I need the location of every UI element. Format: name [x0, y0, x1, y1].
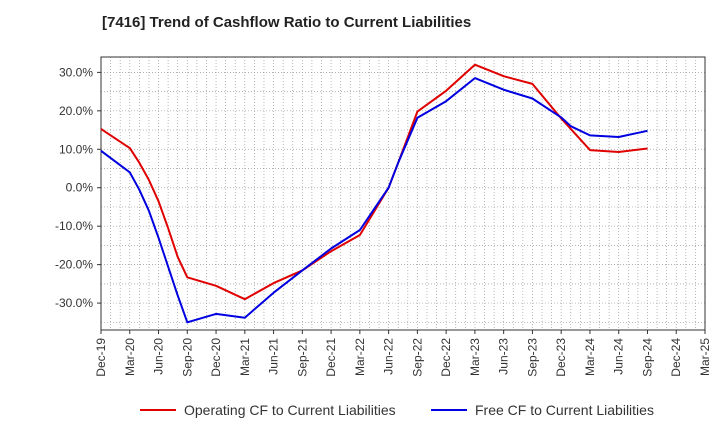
legend-item-operating-cf: Operating CF to Current Liabilities — [140, 402, 396, 418]
x-tick-label: Jun-21 — [267, 338, 281, 375]
x-tick-label: Dec-22 — [439, 338, 453, 377]
legend-label-free-cf: Free CF to Current Liabilities — [475, 402, 654, 418]
chart-title: [7416] Trend of Cashflow Ratio to Curren… — [102, 14, 472, 31]
x-tick-label: Jun-22 — [382, 338, 396, 375]
x-tick-label: Sep-22 — [410, 338, 424, 377]
x-tick-label: Sep-24 — [640, 338, 654, 377]
legend-label-operating-cf: Operating CF to Current Liabilities — [184, 402, 396, 418]
x-tick-label: Jun-23 — [497, 338, 511, 375]
x-tick-label: Dec-20 — [209, 338, 223, 377]
x-tick-label: Dec-19 — [94, 338, 108, 377]
x-tick-label: Mar-20 — [123, 338, 137, 376]
x-tick-label: Dec-21 — [324, 338, 338, 377]
series-line-free-cf — [100, 77, 648, 324]
x-tick-label: Sep-20 — [180, 338, 194, 377]
x-tick-label: Mar-25 — [698, 338, 712, 376]
series-line-operating-cf — [100, 63, 648, 301]
plot-frame — [100, 56, 706, 331]
x-tick-label: Dec-23 — [554, 338, 568, 377]
x-tick-label: Jun-20 — [152, 338, 166, 375]
y-tick-label: 0.0% — [66, 181, 94, 195]
y-tick-label: 10.0% — [59, 142, 93, 156]
x-tick-label: Sep-21 — [295, 338, 309, 377]
y-tick-label: -30.0% — [55, 296, 93, 310]
chart-legend: Operating CF to Current Liabilities Free… — [0, 402, 720, 426]
y-tick-label: 30.0% — [59, 65, 93, 79]
y-tick-label: -20.0% — [55, 258, 93, 272]
y-tick-label: -10.0% — [55, 219, 93, 233]
legend-swatch-free-cf — [431, 409, 467, 411]
x-tick-label: Mar-24 — [583, 338, 597, 376]
x-tick-label: Mar-22 — [353, 338, 367, 376]
x-tick-label: Jun-24 — [612, 338, 626, 375]
y-tick-label: 20.0% — [59, 104, 93, 118]
x-tick-label: Mar-21 — [238, 338, 252, 376]
x-tick-label: Sep-23 — [525, 338, 539, 377]
legend-item-free-cf: Free CF to Current Liabilities — [431, 402, 654, 418]
legend-swatch-operating-cf — [140, 409, 176, 411]
x-tick-label: Mar-23 — [468, 338, 482, 376]
x-tick-label: Dec-24 — [669, 338, 683, 377]
